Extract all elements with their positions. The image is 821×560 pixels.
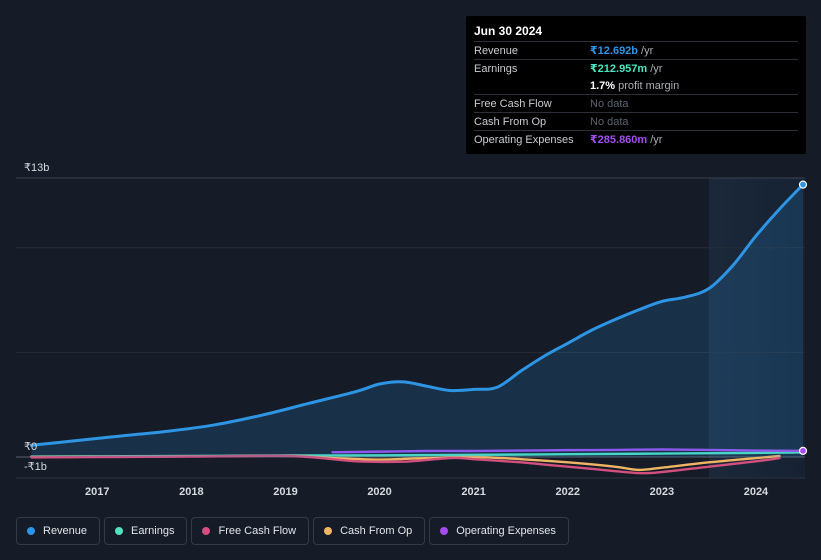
x-tick-label: 2020 <box>367 486 391 498</box>
operating-expenses-end-marker <box>798 446 808 455</box>
tooltip-row-label: Earnings <box>474 62 518 75</box>
tooltip-row-unit: /yr <box>641 44 654 57</box>
legend-label: Operating Expenses <box>456 525 556 537</box>
legend-dot-icon <box>324 527 333 535</box>
legend-item-free-cash-flow[interactable]: Free Cash Flow <box>191 517 310 545</box>
y-tick-label: ₹13b <box>24 162 49 174</box>
tooltip-row-label: Operating Expenses <box>474 133 574 146</box>
x-tick-label: 2021 <box>461 486 485 498</box>
tooltip-row: Operating Expenses ₹285.860m/yr <box>474 130 798 148</box>
tooltip-row: Earnings ₹212.957m/yr <box>474 59 798 77</box>
highlight-band <box>708 178 805 478</box>
tooltip-row-value: ₹212.957m <box>590 63 648 75</box>
legend-dot-icon <box>27 527 35 535</box>
tooltip-row: Revenue ₹12.692b/yr <box>474 41 798 59</box>
legend-item-revenue[interactable]: Revenue <box>16 517 101 545</box>
tooltip-row: 1.7% profit margin <box>474 77 798 94</box>
x-tick-label: 2024 <box>744 486 769 498</box>
legend-dot-icon <box>115 527 124 535</box>
x-tick-label: 2022 <box>556 486 580 498</box>
x-tick-label: 2017 <box>85 486 109 498</box>
legend-label: Revenue <box>43 525 88 537</box>
tooltip-row-unit: /yr <box>650 62 663 75</box>
tooltip-row-value: No data <box>590 97 629 110</box>
tooltip-row-value: No data <box>590 115 629 128</box>
revenue-area <box>31 184 803 457</box>
chart-legend: Revenue Earnings Free Cash Flow Cash From O… <box>16 517 569 545</box>
legend-dot-icon <box>440 527 449 535</box>
tooltip-date: Jun 30 2024 <box>474 24 543 38</box>
x-tick-label: 2023 <box>650 486 674 498</box>
legend-label: Cash From Op <box>340 525 413 537</box>
tooltip-row-value: ₹285.860m <box>590 134 648 146</box>
tooltip-row-label: Free Cash Flow <box>474 97 552 110</box>
tooltip-row-unit: profit margin <box>618 79 680 92</box>
operating-expenses-line <box>331 448 805 454</box>
tooltip-row: Cash From Op No data <box>474 112 798 130</box>
revenue-end-marker <box>798 180 808 189</box>
revenue-line <box>29 183 805 447</box>
tooltip-row-label: Revenue <box>474 44 519 57</box>
legend-item-earnings[interactable]: Earnings <box>104 517 188 545</box>
legend-dot-icon <box>202 527 211 535</box>
tooltip-row: Free Cash Flow No data <box>474 94 798 112</box>
tooltip-row-label: Cash From Op <box>474 115 547 128</box>
y-tick-label: -₹1b <box>24 461 47 473</box>
data-tooltip: Jun 30 2024 Revenue ₹12.692b/yr Earnings ₹2… <box>466 16 806 154</box>
tooltip-row-unit: /yr <box>650 133 663 146</box>
x-tick-label: 2018 <box>179 486 203 498</box>
free-cash-flow-line <box>30 454 781 475</box>
legend-label: Earnings <box>131 525 175 537</box>
y-tick-label: ₹0 <box>24 441 37 453</box>
legend-item-operating-expenses[interactable]: Operating Expenses <box>429 517 569 545</box>
x-tick-label: 2019 <box>273 486 297 498</box>
legend-item-cash-from-op[interactable]: Cash From Op <box>313 517 426 545</box>
legend-label: Free Cash Flow <box>218 525 297 537</box>
tooltip-row-value: ₹12.692b <box>590 45 639 57</box>
tooltip-row-value: 1.7% <box>590 79 616 92</box>
